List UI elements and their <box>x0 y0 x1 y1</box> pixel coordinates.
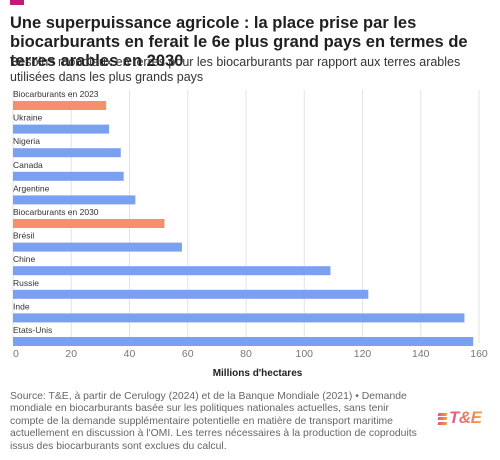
category-label: Inde <box>13 301 30 311</box>
logo-bars-icon <box>437 411 448 427</box>
bar <box>13 289 369 299</box>
bar <box>13 242 182 252</box>
bar <box>13 266 331 276</box>
te-logo: T&E <box>437 408 482 428</box>
bar <box>13 124 110 134</box>
x-tick-label: 80 <box>240 348 252 360</box>
bar <box>13 219 165 228</box>
category-label: Canada <box>13 160 43 170</box>
bar <box>13 171 124 181</box>
x-tick-label: 120 <box>354 348 372 360</box>
bar <box>13 101 107 110</box>
bar <box>13 337 474 346</box>
bar <box>13 148 121 158</box>
category-label: Biocarburants en 2023 <box>13 89 99 99</box>
category-label: Biocarburants en 2030 <box>13 207 99 217</box>
source-note: Source: T&E, à partir de Cerulogy (2024)… <box>10 391 417 452</box>
x-tick-label: 60 <box>182 348 194 360</box>
chart-subtitle: Besoins mondiaux en terres pour les bioc… <box>10 55 461 84</box>
bar <box>13 195 136 205</box>
logo-text: T&E <box>449 408 482 427</box>
x-tick-label: 0 <box>13 348 19 360</box>
x-axis-label: Millions d'hectares <box>212 368 303 379</box>
category-label: Argentine <box>13 183 50 193</box>
x-tick-label: 40 <box>124 348 136 360</box>
category-label: Chine <box>13 254 35 264</box>
accent-tab <box>10 0 24 5</box>
category-label: Etats-Unis <box>13 325 52 335</box>
bar-chart: 0 20 40 60 80 100 120 140 160 Biocarburants en 20… <box>12 89 488 360</box>
bar <box>13 313 465 323</box>
chart-title: Une superpuissance agricole : la place p… <box>10 14 468 70</box>
category-label: Russie <box>13 278 39 288</box>
category-label: Brésil <box>13 231 34 241</box>
x-tick-label: 100 <box>295 348 313 360</box>
x-tick-label: 160 <box>470 348 488 360</box>
category-label: Ukraine <box>13 113 43 123</box>
x-tick-label: 20 <box>65 348 77 360</box>
category-label: Nigeria <box>13 136 40 146</box>
x-tick-label: 140 <box>412 348 430 360</box>
